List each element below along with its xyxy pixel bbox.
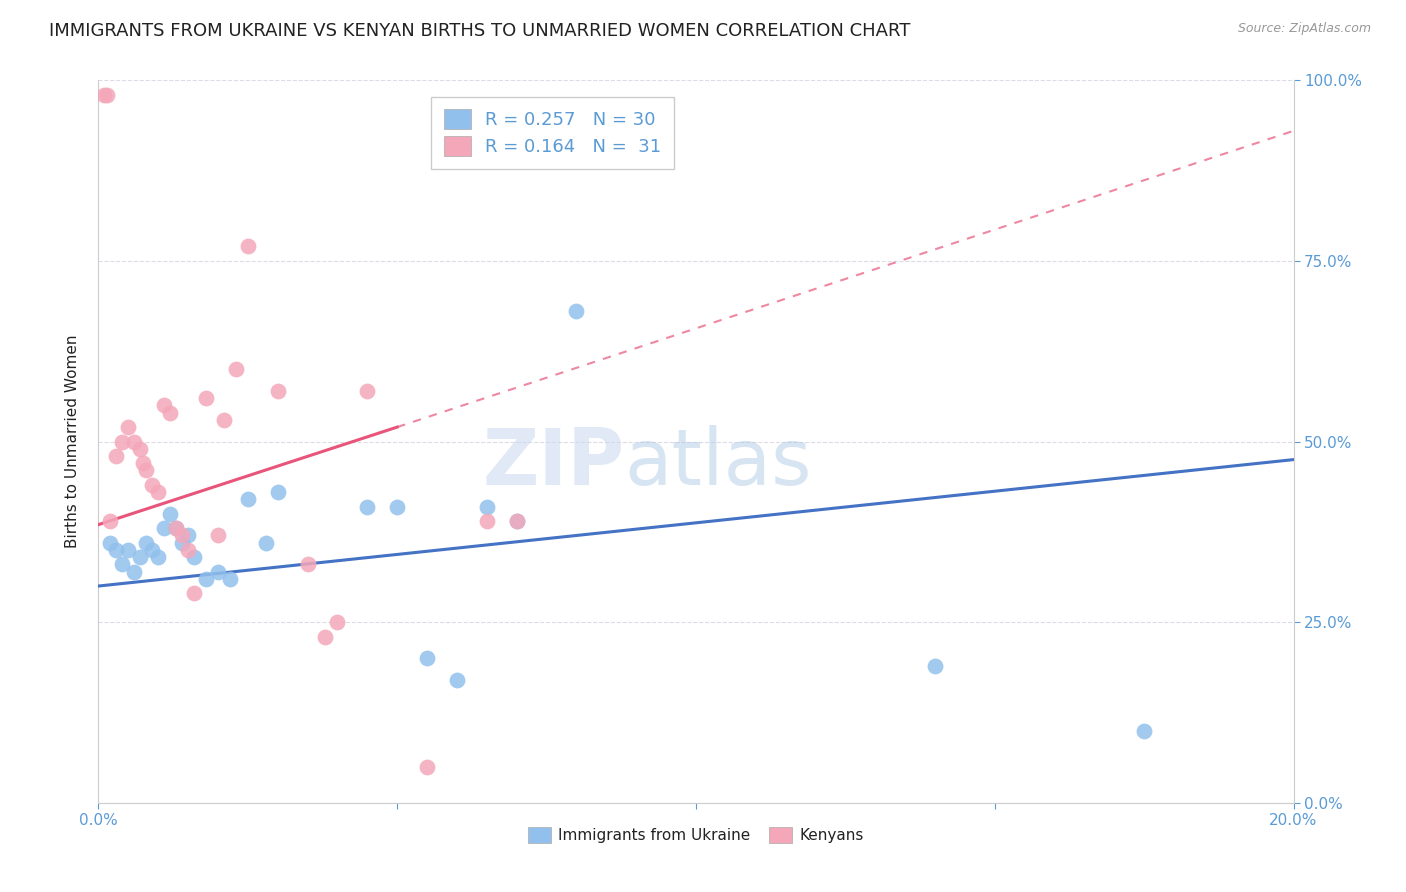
Point [93, 87, 115, 102]
Point [506, 514, 529, 528]
Text: IMMIGRANTS FROM UKRAINE VS KENYAN BIRTHS TO UNMARRIED WOMEN CORRELATION CHART: IMMIGRANTS FROM UKRAINE VS KENYAN BIRTHS… [49, 22, 911, 40]
Point [172, 528, 194, 542]
Point [96, 87, 118, 102]
Point [159, 406, 181, 420]
Point [98, 514, 122, 528]
Point [141, 478, 163, 492]
Point [326, 615, 349, 630]
Point [416, 651, 439, 665]
Point [1133, 723, 1156, 738]
Point [195, 391, 218, 405]
Point [183, 550, 205, 565]
Point [356, 384, 378, 398]
Text: atlas: atlas [624, 425, 811, 501]
Point [132, 456, 155, 470]
Point [117, 420, 139, 434]
Point [207, 528, 229, 542]
Point [141, 542, 163, 557]
Point [207, 565, 229, 579]
Point [177, 542, 200, 557]
Point [183, 586, 205, 600]
Point [148, 550, 170, 565]
Point [254, 535, 277, 549]
Point [124, 565, 146, 579]
Point [153, 398, 176, 412]
Point [111, 434, 134, 449]
Point [385, 500, 409, 514]
Point [506, 514, 529, 528]
Point [195, 572, 218, 586]
Point [124, 434, 146, 449]
Point [117, 542, 139, 557]
Point [111, 558, 134, 572]
Point [148, 485, 170, 500]
Point [159, 507, 181, 521]
Point [924, 658, 946, 673]
Point [135, 535, 157, 549]
Point [135, 463, 157, 477]
Point [225, 362, 247, 376]
Point [172, 535, 194, 549]
Point [446, 673, 468, 687]
Text: Source: ZipAtlas.com: Source: ZipAtlas.com [1237, 22, 1371, 36]
Point [129, 550, 152, 565]
Point [105, 542, 128, 557]
Point [219, 572, 242, 586]
Point [177, 528, 200, 542]
Point [236, 239, 259, 253]
Y-axis label: Births to Unmarried Women: Births to Unmarried Women [65, 334, 80, 549]
Point [416, 760, 439, 774]
Point [129, 442, 152, 456]
Point [565, 304, 588, 318]
Point [165, 521, 187, 535]
Point [475, 514, 498, 528]
Legend: Immigrants from Ukraine, Kenyans: Immigrants from Ukraine, Kenyans [522, 821, 870, 849]
Point [267, 384, 290, 398]
Point [165, 521, 187, 535]
Point [105, 449, 128, 463]
Point [356, 500, 378, 514]
Point [475, 500, 498, 514]
Text: ZIP: ZIP [482, 425, 624, 501]
Point [153, 521, 176, 535]
Point [212, 413, 235, 427]
Point [315, 630, 337, 644]
Point [297, 558, 319, 572]
Point [98, 535, 122, 549]
Point [267, 485, 290, 500]
Point [236, 492, 259, 507]
